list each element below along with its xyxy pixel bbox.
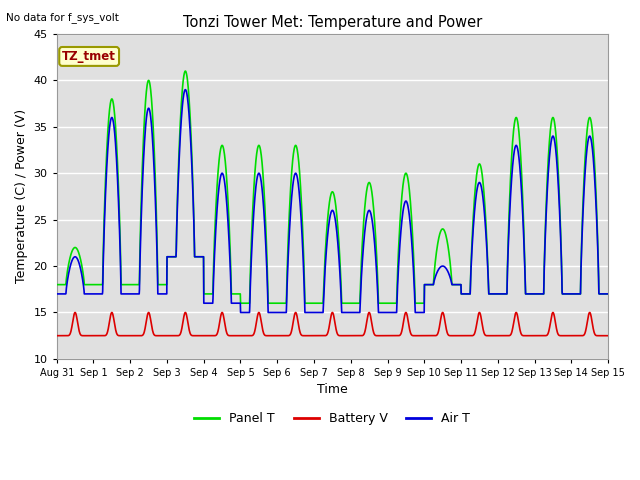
Y-axis label: Temperature (C) / Power (V): Temperature (C) / Power (V) — [15, 109, 28, 284]
Text: No data for f_sys_volt: No data for f_sys_volt — [6, 12, 119, 23]
Text: TZ_tmet: TZ_tmet — [62, 50, 116, 63]
Title: Tonzi Tower Met: Temperature and Power: Tonzi Tower Met: Temperature and Power — [183, 15, 482, 30]
X-axis label: Time: Time — [317, 384, 348, 396]
Legend: Panel T, Battery V, Air T: Panel T, Battery V, Air T — [189, 408, 476, 431]
